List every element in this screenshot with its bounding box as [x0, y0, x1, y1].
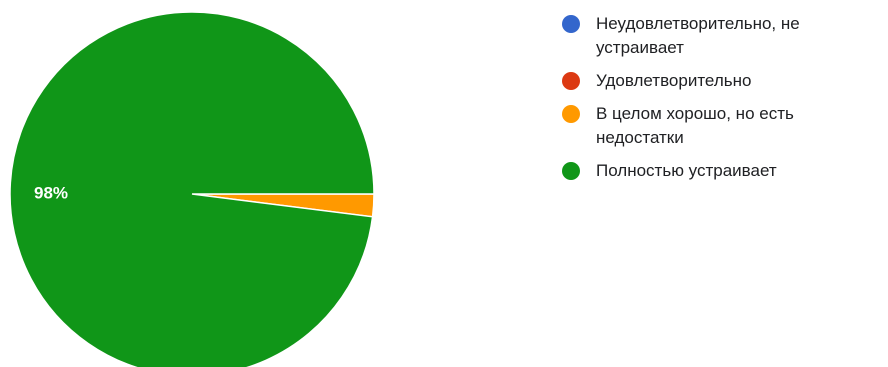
legend-swatch-good-with-flaws — [562, 105, 580, 123]
legend-item-good-with-flaws[interactable]: В целом хорошо, но есть недостатки — [562, 102, 882, 150]
legend-item-unsatisfactory[interactable]: Неудовлетворительно, не устраивает — [562, 12, 882, 60]
slice-fully-satisfied[interactable] — [9, 11, 375, 367]
legend-item-fully-satisfied[interactable]: Полностью устраивает — [562, 159, 882, 183]
slice-data-label: 98% — [34, 183, 68, 202]
legend-swatch-satisfactory — [562, 72, 580, 90]
legend-label-satisfactory: Удовлетворительно — [596, 71, 752, 90]
legend-label-unsatisfactory: Неудовлетворительно, не устраивает — [596, 14, 800, 57]
legend-swatch-fully-satisfied — [562, 162, 580, 180]
legend-swatch-unsatisfactory — [562, 15, 580, 33]
legend-item-satisfactory[interactable]: Удовлетворительно — [562, 69, 882, 93]
legend-label-good-with-flaws: В целом хорошо, но есть недостатки — [596, 104, 794, 147]
chart-legend: Неудовлетворительно, не устраивает Удовл… — [562, 12, 882, 192]
legend-label-fully-satisfied: Полностью устраивает — [596, 161, 777, 180]
